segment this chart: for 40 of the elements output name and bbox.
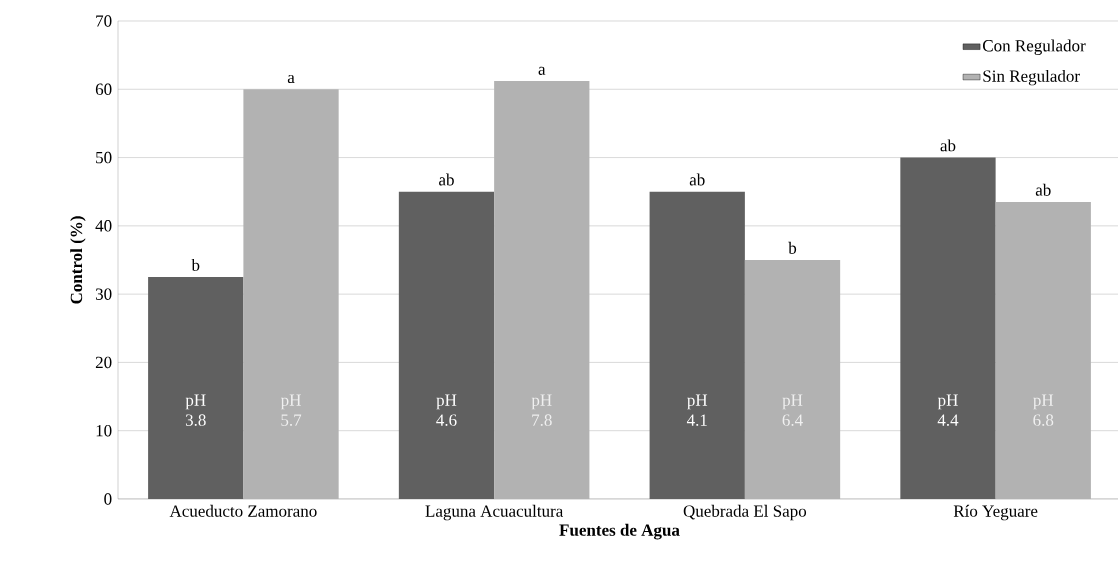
bar	[995, 201, 1091, 499]
bar	[649, 191, 745, 499]
bar	[148, 277, 244, 499]
bar	[900, 157, 996, 499]
x-tick-label: Laguna Acuacultura	[425, 504, 564, 521]
data-label: a	[538, 66, 546, 75]
bar	[243, 89, 339, 499]
x-tick-label: Acueducto Zamorano	[169, 504, 317, 517]
data-label: ab	[1035, 183, 1051, 196]
y-tick-label: 20	[95, 356, 112, 369]
x-axis-title: Fuentes de Agua	[559, 523, 680, 540]
annotation: pH 5.7	[280, 394, 302, 426]
annotation: pH 6.8	[1033, 394, 1054, 426]
data-label: ab	[940, 139, 956, 152]
annotation: pH 7.8	[531, 394, 552, 426]
y-tick-label: 0	[104, 493, 112, 505]
data-label: ab	[439, 173, 454, 186]
annotation: pH 4.4	[937, 394, 959, 426]
y-tick-label: 70	[96, 15, 112, 27]
legend-label: Con Regulador	[982, 39, 1086, 55]
bar	[494, 81, 590, 499]
x-tick-label: Río Yeguare	[953, 504, 1038, 521]
y-tick-label: 50	[96, 151, 112, 164]
annotation: pH 4.1	[686, 394, 708, 426]
y-tick-label: 30	[95, 288, 112, 300]
annotation: pH 3.8	[185, 394, 206, 426]
y-tick-label: 10	[96, 424, 112, 437]
annotation: pH 4.6	[436, 394, 457, 426]
data-label: b	[788, 241, 797, 254]
annotation: pH 6.4	[782, 394, 803, 426]
y-axis-title: Control (%)	[70, 216, 86, 304]
legend-label: Sin Regulador	[983, 69, 1080, 86]
y-tick-label: 40	[95, 220, 112, 232]
y-tick-label: 60	[95, 83, 112, 96]
data-label: a	[287, 74, 295, 84]
bar	[744, 259, 841, 499]
data-label: b	[191, 258, 200, 271]
data-label: ab	[689, 173, 705, 186]
x-tick-label: Quebrada El Sapo	[683, 504, 807, 521]
bar	[398, 191, 495, 499]
